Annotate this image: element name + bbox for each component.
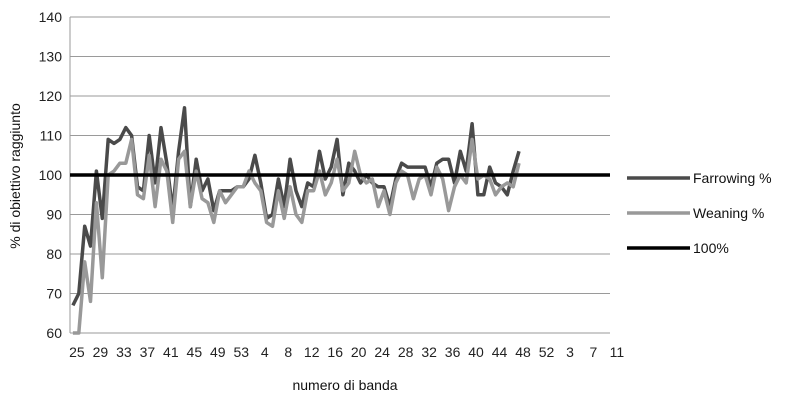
y-axis-ticks: 60 70 80 90 100 110 120 130 140 [39, 9, 63, 341]
x-tick-label: 40 [468, 344, 484, 360]
series-line-farrowing [71, 106, 521, 307]
x-tick-label: 3 [566, 344, 574, 360]
x-tick-label: 52 [539, 344, 555, 360]
x-tick-label: 20 [351, 344, 367, 360]
x-tick-label: 45 [187, 344, 203, 360]
x-tick-label: 44 [492, 344, 508, 360]
x-tick-label: 29 [93, 344, 109, 360]
x-tick-label: 37 [140, 344, 156, 360]
legend: Farrowing % Weaning % 100% [627, 170, 772, 256]
y-tick-label: 60 [46, 325, 62, 341]
y-tick-label: 120 [39, 88, 63, 104]
x-axis-ticks: 25 29 33 37 41 45 49 53 4 8 12 16 20 24 28 32 36 40 44 48 52… [69, 344, 624, 360]
legend-label: Weaning % [693, 205, 764, 221]
x-tick-label: 32 [421, 344, 437, 360]
x-tick-label: 24 [374, 344, 390, 360]
x-tick-label: 4 [261, 344, 269, 360]
x-axis-label: numero di banda [292, 377, 397, 393]
y-tick-label: 80 [46, 246, 62, 262]
x-tick-label: 48 [515, 344, 531, 360]
x-tick-label: 16 [327, 344, 343, 360]
y-tick-label: 70 [46, 286, 62, 302]
series-lines [70, 106, 610, 335]
x-tick-label: 41 [163, 344, 179, 360]
legend-label: Farrowing % [693, 170, 772, 186]
x-tick-label: 53 [233, 344, 249, 360]
x-tick-label: 28 [398, 344, 414, 360]
x-tick-label: 11 [610, 344, 625, 360]
series-line-weaning [72, 137, 521, 335]
y-tick-label: 110 [40, 128, 63, 144]
y-tick-label: 100 [39, 167, 63, 183]
y-axis-label: % di obiettivo raggiunto [7, 103, 23, 249]
x-tick-label: 36 [445, 344, 461, 360]
x-tick-label: 12 [304, 344, 320, 360]
x-tick-label: 8 [284, 344, 292, 360]
x-tick-label: 25 [69, 344, 85, 360]
x-tick-label: 33 [116, 344, 132, 360]
y-tick-label: 130 [39, 49, 63, 65]
y-tick-label: 140 [39, 9, 63, 25]
x-tick-label: 7 [590, 344, 598, 360]
x-tick-label: 49 [210, 344, 226, 360]
legend-label: 100% [693, 240, 729, 256]
y-tick-label: 90 [46, 207, 62, 223]
